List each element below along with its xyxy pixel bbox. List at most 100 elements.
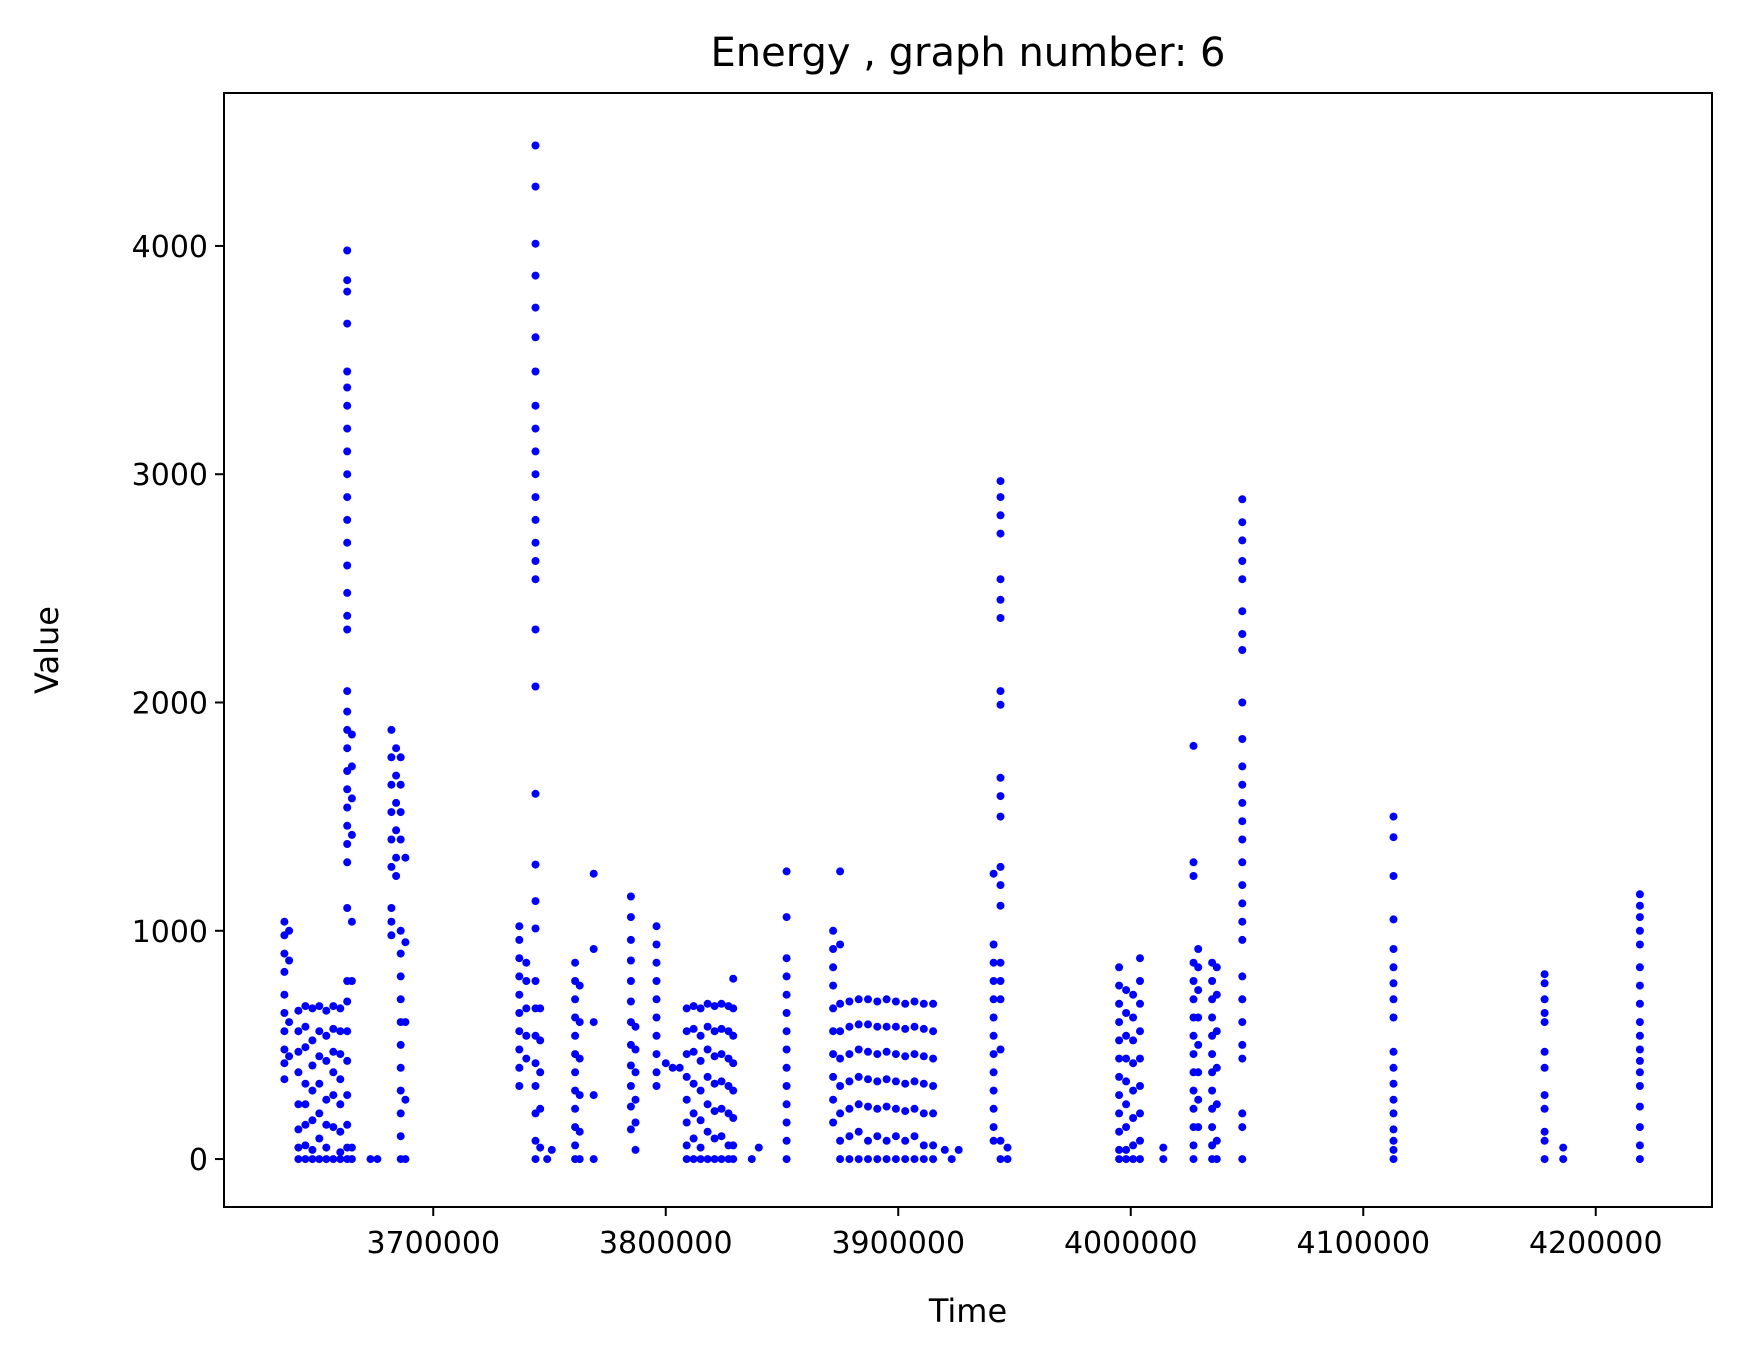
data-point bbox=[845, 997, 854, 1006]
data-point bbox=[329, 1155, 338, 1164]
data-point bbox=[989, 1086, 998, 1095]
data-point bbox=[829, 1004, 838, 1013]
data-point bbox=[845, 1022, 854, 1031]
data-point bbox=[901, 999, 910, 1008]
data-point bbox=[1559, 1143, 1568, 1152]
data-point bbox=[703, 1045, 712, 1054]
data-point bbox=[336, 1127, 345, 1136]
data-point bbox=[631, 1022, 640, 1031]
data-point bbox=[929, 1109, 938, 1118]
data-point bbox=[845, 1104, 854, 1113]
data-point bbox=[392, 771, 401, 780]
data-point bbox=[515, 935, 524, 944]
data-point bbox=[845, 1077, 854, 1086]
data-point bbox=[396, 1040, 405, 1049]
data-point bbox=[836, 1109, 845, 1118]
data-point bbox=[547, 1145, 556, 1154]
data-point bbox=[280, 967, 289, 976]
data-point bbox=[996, 901, 1005, 910]
data-point bbox=[343, 561, 352, 570]
data-point bbox=[387, 808, 396, 817]
data-point bbox=[1189, 1155, 1198, 1164]
data-point bbox=[301, 1002, 310, 1011]
data-point bbox=[343, 625, 352, 634]
data-point bbox=[315, 1027, 324, 1036]
data-point bbox=[531, 1082, 540, 1090]
data-point bbox=[280, 990, 289, 999]
data-point bbox=[336, 1004, 345, 1013]
data-point bbox=[836, 867, 845, 876]
data-point bbox=[829, 1072, 838, 1081]
data-point bbox=[401, 1095, 410, 1104]
data-point bbox=[536, 1143, 545, 1152]
data-point bbox=[396, 1132, 405, 1141]
data-point bbox=[996, 614, 1005, 622]
data-point bbox=[1208, 1050, 1217, 1059]
data-point bbox=[703, 999, 712, 1008]
data-point bbox=[1389, 995, 1398, 1004]
data-point bbox=[729, 974, 738, 983]
data-point bbox=[1189, 1104, 1198, 1113]
data-point bbox=[1208, 1013, 1217, 1022]
data-point bbox=[689, 1047, 698, 1056]
data-point bbox=[343, 588, 352, 597]
data-point bbox=[343, 840, 352, 848]
data-point bbox=[891, 1050, 900, 1059]
data-point bbox=[301, 1022, 310, 1031]
data-point bbox=[929, 1082, 938, 1090]
data-point bbox=[845, 1155, 854, 1164]
data-point bbox=[947, 1155, 956, 1164]
data-point bbox=[531, 575, 540, 584]
data-point bbox=[626, 892, 635, 901]
data-point bbox=[1129, 1086, 1138, 1095]
data-point bbox=[343, 447, 352, 456]
data-point bbox=[996, 511, 1005, 520]
data-point bbox=[1559, 1155, 1568, 1164]
data-point bbox=[910, 1132, 919, 1141]
data-point bbox=[675, 1063, 684, 1072]
data-point bbox=[531, 538, 540, 547]
data-point bbox=[1208, 977, 1217, 985]
data-point bbox=[1115, 981, 1124, 990]
data-point bbox=[1238, 646, 1247, 654]
data-point bbox=[696, 1143, 705, 1152]
data-point bbox=[836, 1136, 845, 1145]
data-point bbox=[1129, 1059, 1138, 1068]
data-point bbox=[347, 830, 356, 839]
data-point bbox=[1238, 607, 1247, 616]
data-point bbox=[689, 1155, 698, 1164]
data-point bbox=[682, 1155, 691, 1164]
data-point bbox=[996, 1045, 1005, 1054]
data-point bbox=[1189, 977, 1198, 985]
data-point bbox=[1540, 1018, 1549, 1027]
y-tick-label: 0 bbox=[189, 1143, 208, 1178]
data-point bbox=[882, 1102, 891, 1111]
data-point bbox=[531, 897, 540, 906]
data-point bbox=[343, 858, 352, 867]
data-point bbox=[1136, 1027, 1144, 1036]
data-point bbox=[301, 1155, 310, 1164]
data-point bbox=[1238, 817, 1247, 826]
data-point bbox=[989, 1050, 998, 1059]
data-point bbox=[682, 1141, 691, 1150]
y-tick-label: 3000 bbox=[132, 458, 208, 493]
data-point bbox=[1129, 1141, 1138, 1150]
data-point bbox=[343, 246, 352, 255]
data-point bbox=[873, 1022, 882, 1031]
data-point bbox=[308, 1145, 317, 1154]
data-point bbox=[343, 1027, 352, 1036]
data-point bbox=[689, 1109, 698, 1118]
data-point bbox=[322, 1120, 331, 1129]
data-point bbox=[343, 997, 352, 1006]
data-point bbox=[387, 931, 396, 940]
data-point bbox=[322, 1143, 331, 1152]
data-point bbox=[1122, 1155, 1131, 1164]
data-point bbox=[1635, 913, 1644, 922]
data-point bbox=[864, 1047, 872, 1056]
data-point bbox=[343, 470, 352, 479]
data-point bbox=[571, 1104, 580, 1113]
data-point bbox=[829, 1095, 838, 1104]
data-point bbox=[919, 1155, 928, 1164]
data-point bbox=[901, 1052, 910, 1061]
